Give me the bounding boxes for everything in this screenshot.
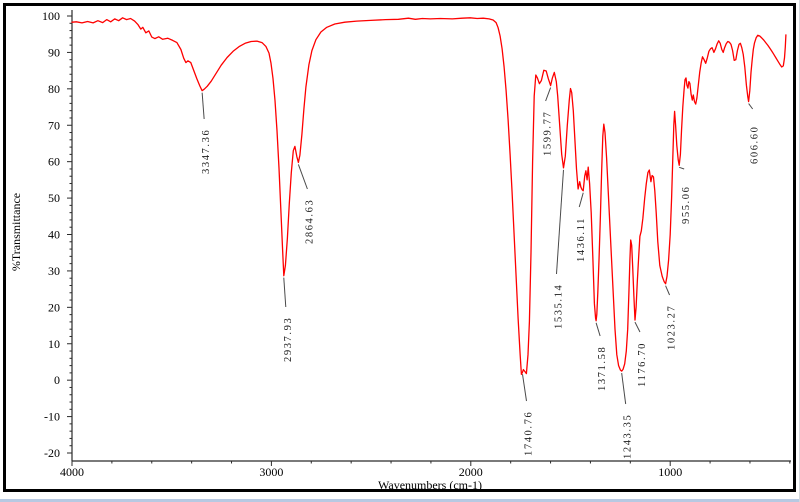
y-tick-label: 100 — [42, 9, 60, 23]
figure-border — [3, 3, 796, 492]
peak-leader-line — [748, 103, 754, 110]
peak-leader-line — [297, 164, 308, 190]
peak-leader-line — [595, 322, 601, 337]
peak-label: 2937.93 — [283, 317, 294, 362]
axis-ticks — [67, 15, 791, 466]
y-tick-label: -20 — [44, 446, 60, 460]
peak-leader-line — [545, 87, 552, 102]
peak-leader-line — [665, 285, 671, 296]
peak-label: 1176.70 — [637, 342, 648, 387]
x-tick-label: 2000 — [459, 465, 483, 479]
peak-leader-line — [283, 277, 287, 308]
peak-label: 1740.76 — [523, 411, 534, 456]
y-tick-label: 40 — [48, 228, 60, 242]
peak-label: 606.60 — [750, 126, 761, 164]
y-tick-label: 70 — [48, 118, 60, 132]
peak-label: 1535.14 — [553, 284, 564, 329]
peak-leader-line — [634, 321, 641, 333]
peak-label: 1023.27 — [667, 305, 678, 350]
peak-leader-line — [521, 374, 527, 402]
y-axis-title: %Transmittance — [9, 193, 23, 271]
peak-annotations: 3347.36 2937.93 2864.63 1740.76 1599.77 1535.… — [201, 87, 761, 459]
y-tick-label: 50 — [48, 191, 60, 205]
x-axis-title: Wavenumbers (cm-1) — [378, 478, 482, 492]
y-tick-label: -10 — [44, 410, 60, 424]
peak-label: 1436.11 — [576, 217, 587, 262]
y-tick-label: 80 — [48, 82, 60, 96]
peak-leader-line — [578, 192, 584, 208]
y-tick-label: 90 — [48, 45, 60, 59]
x-tick-label: 3000 — [259, 465, 283, 479]
peak-label: 955.06 — [681, 186, 692, 224]
spectrum-line — [71, 17, 787, 375]
peak-leader-line — [621, 373, 627, 405]
peak-leader-line — [679, 166, 685, 170]
peak-label: 3347.36 — [201, 129, 212, 174]
x-tick-label: 1000 — [658, 465, 682, 479]
axes — [71, 10, 791, 462]
peak-leader-line — [555, 169, 564, 275]
peak-label: 1371.58 — [597, 346, 608, 391]
y-tick-label: 60 — [48, 155, 60, 169]
peak-label: 1243.35 — [623, 414, 634, 459]
y-tick-label: 30 — [48, 264, 60, 278]
peak-leader-line — [201, 92, 205, 120]
spectrum-curve — [71, 17, 787, 375]
peak-label: 2864.63 — [304, 199, 315, 244]
x-tick-label: 4000 — [60, 465, 84, 479]
peak-label: 1599.77 — [543, 111, 554, 156]
y-tick-label: 20 — [48, 300, 60, 314]
window-bottom-edge — [0, 499, 800, 502]
y-tick-label: 10 — [48, 337, 60, 351]
y-tick-label: 0 — [54, 373, 60, 387]
